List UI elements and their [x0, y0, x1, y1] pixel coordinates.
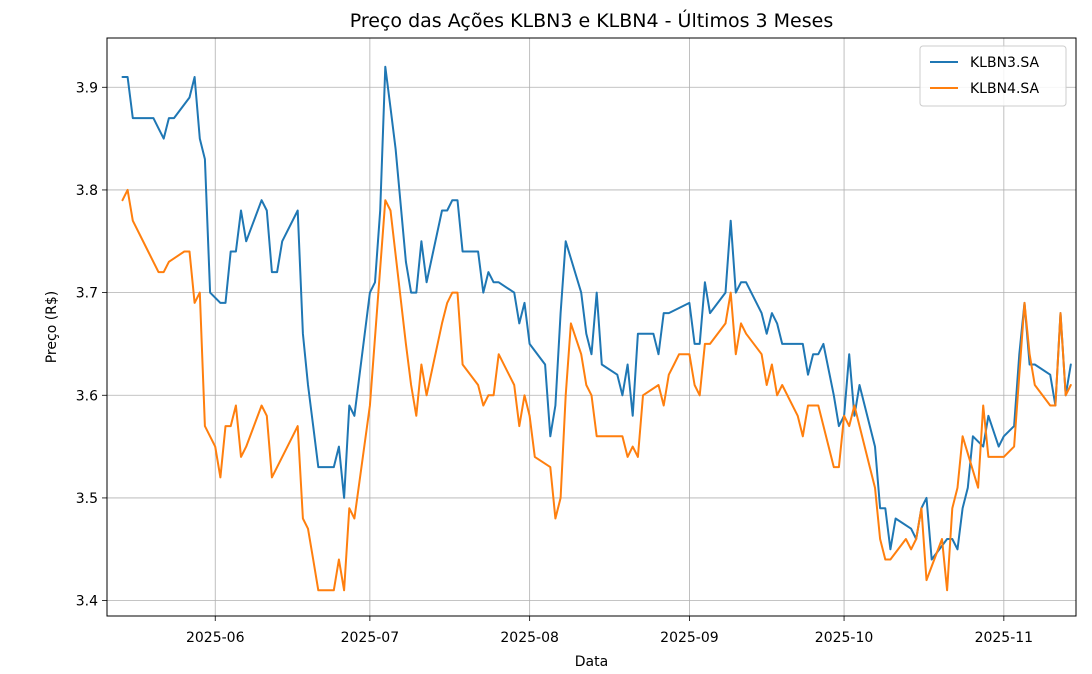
y-tick-label: 3.9	[76, 80, 98, 96]
y-tick-label: 3.6	[76, 388, 98, 404]
y-axis-label: Preço (R$)	[44, 291, 60, 364]
legend: KLBN3.SA KLBN4.SA	[919, 45, 1067, 107]
x-tick-label: 2025-07	[341, 630, 400, 646]
plot-frame	[106, 37, 1077, 617]
y-tick-label: 3.7	[76, 286, 98, 302]
x-tick-label: 2025-11	[975, 630, 1034, 646]
series-line-klbn4-sa	[121, 188, 1072, 592]
y-tick-label: 3.4	[76, 594, 98, 610]
x-tick-label: 2025-06	[186, 630, 245, 646]
legend-label: KLBN4.SA	[970, 81, 1040, 97]
x-tick-label: 2025-08	[500, 630, 559, 646]
grid-lines	[107, 38, 1076, 616]
x-tick-label: 2025-09	[660, 630, 719, 646]
x-axis-ticks: 2025-06 2025-07 2025-08 2025-09 2025-10 2025-…	[186, 616, 1033, 646]
chart-title: Preço das Ações KLBN3 e KLBN4 - Últimos …	[350, 8, 833, 32]
x-tick-label: 2025-10	[815, 630, 874, 646]
y-tick-label: 3.8	[76, 183, 98, 199]
y-tick-label: 3.5	[76, 491, 98, 507]
series-layer	[121, 65, 1072, 592]
x-axis-label: Data	[575, 654, 608, 670]
y-axis-ticks: 3.4 3.5 3.6 3.7 3.8 3.9	[76, 80, 107, 610]
legend-label: KLBN3.SA	[970, 55, 1040, 71]
